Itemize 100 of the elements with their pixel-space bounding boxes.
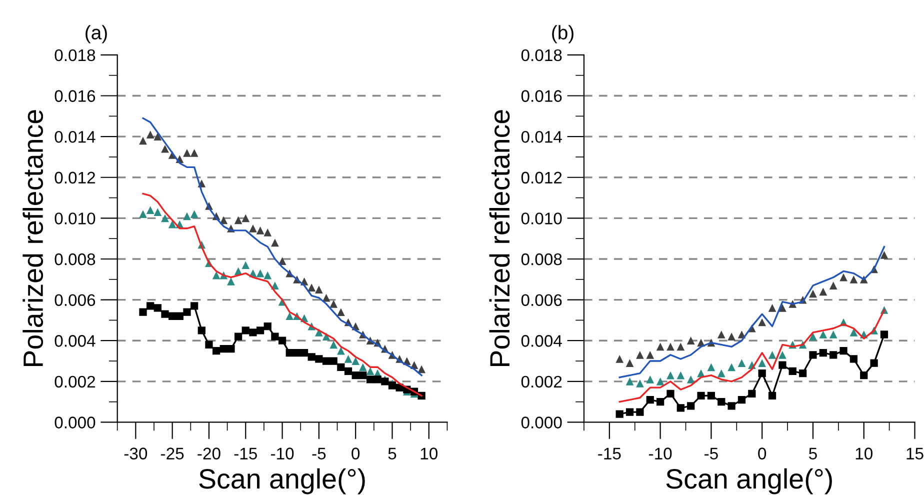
point (728, 332, 736, 340)
point (666, 342, 674, 351)
point (366, 376, 374, 384)
point (850, 328, 858, 336)
point (778, 304, 786, 312)
point (860, 371, 868, 380)
y-axis-title: Polarized reflectance (489, 110, 510, 366)
y-tick-label: 0.016 (54, 90, 96, 102)
x-tick-label: 10 (420, 448, 438, 460)
x-tick-label: 15 (906, 448, 924, 460)
y-tick-label: 0.002 (521, 376, 562, 388)
y-tick-label: 0.012 (54, 172, 95, 184)
x-tick-label: -10 (270, 448, 294, 460)
point (626, 359, 634, 367)
point (819, 330, 828, 338)
y-tick-label: 0.016 (521, 90, 562, 102)
x-tick-label: 10 (856, 448, 872, 460)
point (366, 367, 374, 376)
y-tick-label: 0.018 (54, 49, 96, 62)
x-tick-label: 5 (388, 448, 396, 460)
point (728, 363, 736, 372)
point (809, 290, 817, 298)
point (880, 330, 888, 338)
y-tick-label: 0.008 (54, 253, 96, 266)
line-series (618, 246, 886, 378)
point (830, 351, 838, 359)
point (352, 371, 360, 380)
line-series (142, 117, 422, 376)
point (809, 351, 817, 359)
y-tick-label: 0.004 (54, 335, 96, 347)
point (212, 271, 220, 280)
point (870, 359, 878, 367)
x-tick-label: -10 (649, 448, 672, 460)
point (381, 378, 389, 386)
point (242, 326, 250, 334)
point (758, 359, 766, 367)
point (687, 402, 695, 410)
point (656, 342, 664, 351)
point (717, 369, 726, 378)
point (656, 398, 664, 406)
point (666, 390, 674, 398)
point (300, 349, 308, 357)
point (322, 357, 330, 365)
y-tick-label: 0.018 (521, 49, 562, 62)
point (271, 332, 279, 340)
point (242, 214, 250, 222)
point (176, 312, 184, 320)
point (286, 312, 294, 320)
x-tick-label: -30 (124, 448, 148, 460)
point (738, 396, 746, 404)
point (850, 275, 858, 284)
point (330, 300, 338, 308)
x-tick-label: -20 (198, 448, 220, 460)
point (636, 350, 644, 359)
point (728, 402, 736, 410)
point (139, 308, 147, 316)
point (330, 357, 338, 365)
point (293, 349, 301, 357)
point (686, 336, 695, 345)
point (626, 408, 634, 416)
point (344, 367, 352, 376)
point (315, 286, 323, 294)
x-axis-title: Scan angle(°) (199, 468, 365, 494)
point (768, 392, 776, 400)
point (768, 304, 776, 312)
point (227, 344, 235, 353)
point (829, 330, 838, 338)
point (234, 216, 242, 224)
point (256, 226, 264, 234)
point (697, 392, 705, 400)
point (161, 310, 169, 318)
point (212, 347, 220, 355)
point (190, 148, 198, 157)
y-tick-label: 0.010 (521, 212, 562, 224)
x-tick-label: -15 (234, 448, 257, 460)
y-tick-label: 0.014 (54, 130, 96, 143)
point (146, 130, 154, 138)
point (264, 271, 272, 280)
x-tick-label: -25 (161, 448, 184, 460)
y-tick-label: 0.008 (521, 253, 562, 266)
point (840, 347, 848, 355)
point (308, 284, 316, 292)
point (676, 342, 685, 351)
point (758, 318, 766, 326)
point (666, 371, 674, 380)
point (249, 328, 257, 336)
point (242, 261, 250, 270)
x-axis-title: Scan angle(°) (666, 468, 832, 494)
point (168, 312, 176, 320)
point (656, 377, 664, 386)
point (636, 408, 644, 416)
point (829, 282, 838, 290)
point (183, 212, 191, 220)
point (738, 359, 746, 367)
y-tick-label: 0.010 (54, 212, 96, 224)
point (616, 355, 624, 363)
point (850, 355, 858, 363)
point (676, 404, 684, 412)
point (840, 273, 848, 282)
point (768, 350, 776, 359)
